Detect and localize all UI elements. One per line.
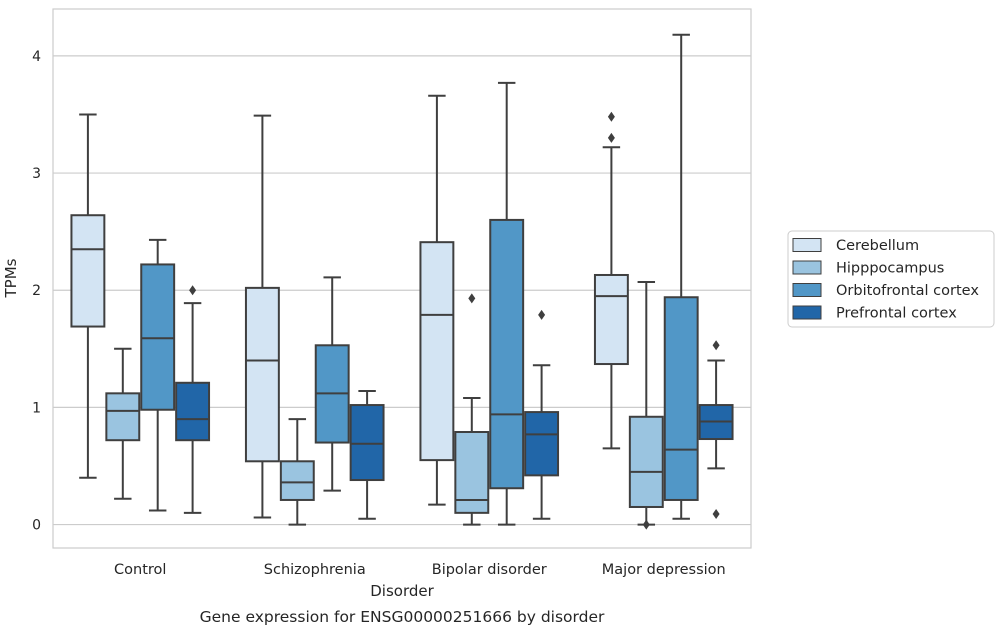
legend-swatch bbox=[792, 260, 822, 275]
y-tick-label: 2 bbox=[32, 283, 41, 299]
legend-swatch bbox=[792, 305, 822, 320]
outlier-point bbox=[607, 111, 615, 122]
box bbox=[140, 263, 176, 411]
legend-swatch bbox=[792, 283, 822, 297]
outlier-point bbox=[538, 309, 546, 320]
x-tick-label: Major depression bbox=[602, 562, 726, 578]
box bbox=[489, 218, 525, 490]
x-tick-label: Bipolar disorder bbox=[432, 562, 547, 578]
box bbox=[279, 460, 315, 501]
box bbox=[105, 392, 141, 442]
box bbox=[663, 296, 699, 501]
outlier-point bbox=[189, 285, 197, 296]
legend: Cerebellum Hipppocampus Orbitofrontal cort… bbox=[787, 230, 995, 328]
x-tick-label: Schizophrenia bbox=[264, 562, 366, 578]
plot-frame bbox=[52, 8, 752, 549]
y-tick-labels: 0 1 2 3 4 bbox=[32, 49, 41, 534]
outlier-point bbox=[607, 132, 615, 143]
legend-label: Hipppocampus bbox=[836, 261, 944, 277]
y-axis-label: TPMs bbox=[2, 258, 20, 298]
box bbox=[524, 411, 560, 477]
y-tick-label: 1 bbox=[32, 400, 41, 416]
outlier-point bbox=[712, 509, 720, 520]
y-tick-label: 0 bbox=[32, 518, 41, 534]
legend-frame bbox=[787, 230, 995, 328]
chart-caption: Gene expression for ENSG00000251666 by d… bbox=[200, 608, 605, 626]
x-axis-label: Disorder bbox=[370, 582, 434, 600]
box bbox=[349, 404, 385, 482]
legend-label: Prefrontal cortex bbox=[836, 306, 957, 322]
outlier-point bbox=[468, 293, 476, 304]
box bbox=[175, 381, 211, 442]
outlier-point bbox=[712, 340, 720, 351]
box bbox=[419, 241, 455, 462]
x-tick-labels: Control Schizophrenia Bipolar disorder Majo… bbox=[114, 562, 726, 578]
x-tick-label: Control bbox=[114, 562, 166, 578]
legend-label: Orbitofrontal cortex bbox=[836, 283, 979, 299]
y-tick-label: 3 bbox=[32, 166, 41, 182]
legend-label: Cerebellum bbox=[836, 238, 919, 254]
box bbox=[628, 415, 664, 508]
box-series bbox=[70, 33, 734, 530]
box bbox=[593, 273, 629, 366]
box bbox=[70, 214, 106, 328]
box bbox=[244, 286, 280, 463]
outlier-point bbox=[642, 519, 650, 530]
legend-swatch bbox=[792, 238, 822, 252]
y-tick-label: 4 bbox=[32, 49, 41, 65]
